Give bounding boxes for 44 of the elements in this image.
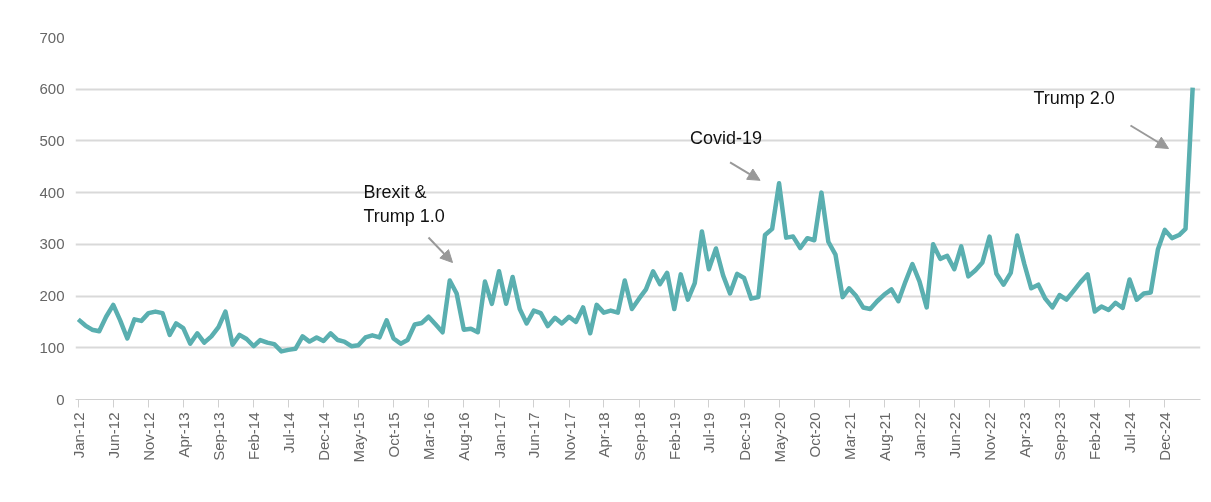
x-tick-label: Jan-17	[490, 412, 508, 459]
x-tick-label: Jul-14	[279, 412, 297, 454]
y-tick-label: 600	[39, 80, 65, 98]
x-tick-label: Aug-16	[455, 412, 473, 461]
x-tick-label: Oct-20	[805, 412, 823, 458]
x-tick-label: Mar-16	[420, 412, 438, 461]
x-tick-label: Feb-14	[245, 412, 263, 461]
x-tick-label: May-20	[770, 412, 788, 463]
x-tick-label: Jun-17	[525, 412, 543, 459]
y-tick-label: 0	[56, 390, 65, 408]
x-tick-label: Nov-22	[981, 412, 999, 461]
x-tick-label: Mar-21	[840, 412, 858, 461]
x-tick-label: Nov-12	[140, 412, 157, 461]
x-tick-label: Apr-23	[1015, 412, 1033, 458]
x-tick-label: Jun-22	[945, 412, 963, 459]
x-tick-label: Jan-12	[69, 412, 87, 459]
x-tick-label: Dec-14	[315, 412, 333, 461]
x-tick-label: Sep-18	[630, 412, 648, 461]
x-tick-label: Aug-21	[875, 412, 893, 461]
x-tick-label: Apr-13	[174, 412, 192, 458]
y-tick-label: 100	[39, 338, 65, 356]
x-tick-label: Nov-17	[560, 412, 578, 461]
x-tick-label: Sep-23	[1051, 412, 1069, 461]
x-tick-label: Jul-19	[700, 412, 718, 454]
x-tick-label: Dec-19	[735, 412, 753, 461]
x-tick-label: Oct-15	[385, 412, 403, 458]
x-tick-label: Sep-13	[210, 412, 228, 461]
y-tick-label: 300	[39, 235, 65, 253]
annotation: Brexit & Trump 1.0	[363, 181, 445, 226]
line-series	[76, 85, 1195, 354]
x-tick-label: May-15	[349, 412, 367, 463]
annotation: Covid-19	[690, 128, 763, 149]
x-tick-label: Jun-12	[104, 412, 122, 459]
x-tick-label: Dec-24	[1156, 412, 1174, 461]
annotation: Trump 2.0	[1033, 87, 1115, 108]
x-tick-label: Jan-22	[911, 412, 929, 459]
y-tick-label: 500	[39, 131, 65, 149]
x-tick-label: Feb-24	[1086, 412, 1104, 461]
y-tick-label: 700	[39, 28, 65, 46]
y-tick-label: 400	[39, 183, 65, 201]
y-tick-label: 200	[39, 287, 65, 305]
x-tick-label: Apr-18	[595, 412, 613, 458]
x-tick-label: Jul-24	[1121, 412, 1139, 454]
x-tick-label: Feb-19	[665, 412, 683, 461]
